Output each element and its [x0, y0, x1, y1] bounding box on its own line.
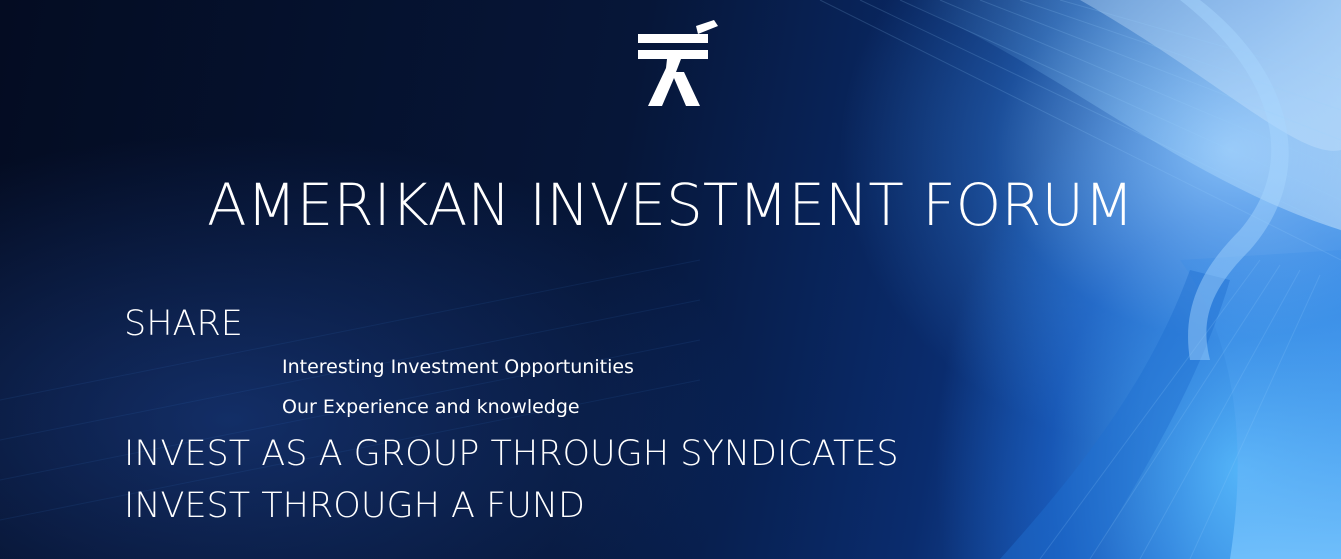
share-heading: SHARE [124, 304, 243, 344]
fund-heading: INVEST THROUGH A FUND [124, 486, 585, 526]
share-item-experience: Our Experience and knowledge [282, 396, 580, 418]
syndicates-heading: INVEST AS A GROUP THROUGH SYNDICATES [124, 434, 899, 474]
aif-monogram-icon [638, 20, 718, 106]
share-item-opportunities: Interesting Investment Opportunities [282, 356, 634, 378]
page-title: AMERIKAN INVESTMENT FORUM [206, 171, 1135, 239]
